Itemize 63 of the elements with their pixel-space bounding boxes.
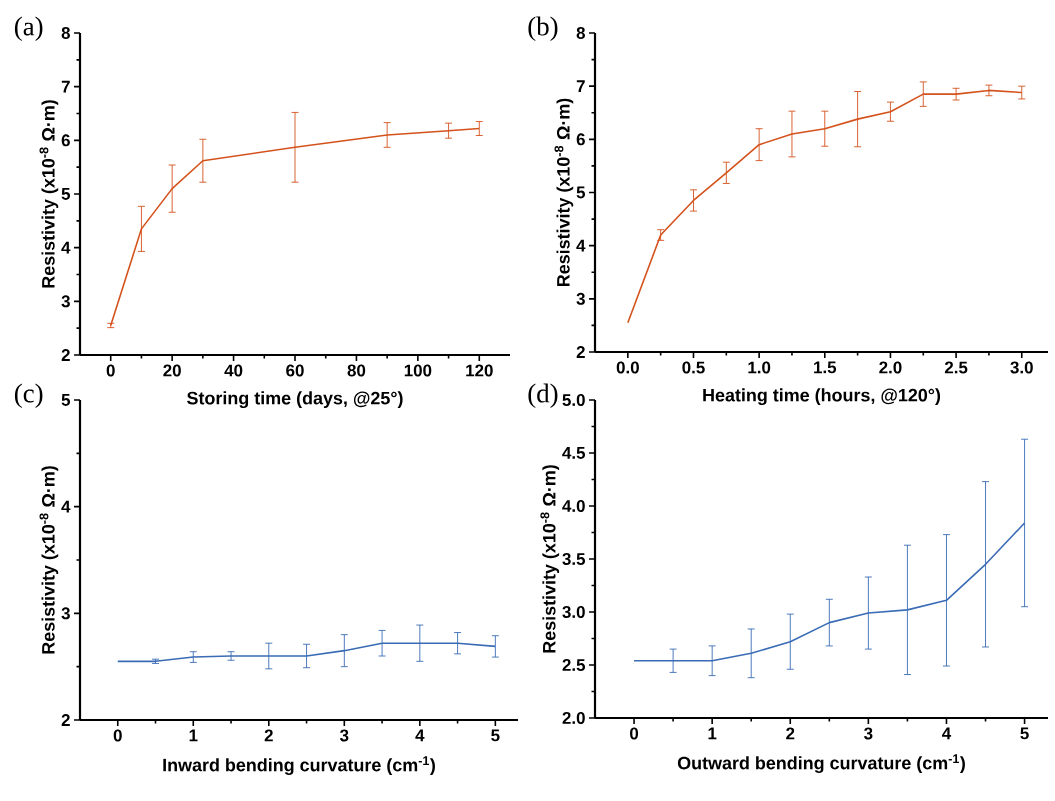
y-tick-label: 2.0	[562, 712, 585, 724]
chart-title: (a)	[14, 16, 43, 41]
y-tick-label: 2	[576, 346, 585, 358]
y-tick-label: 3.5	[562, 552, 586, 565]
y-tick-label: 2	[61, 349, 70, 361]
y-tick-label: 6	[61, 134, 70, 147]
x-tick-label: 20	[163, 364, 181, 377]
x-tick-label: 4	[415, 729, 425, 742]
chart-title: (c)	[14, 383, 43, 408]
y-axis-title: Resistivity (x10$^{-8}$ Ω·m)	[554, 98, 574, 287]
x-tick-label: 80	[347, 364, 366, 377]
x-tick-label: 1.5	[814, 361, 837, 374]
y-tick-label: 6	[576, 133, 585, 146]
y-tick-label: 7	[61, 80, 70, 93]
y-tick-label: 5	[576, 186, 586, 199]
y-tick-label: 3	[61, 295, 70, 308]
x-tick-label: 2	[264, 729, 273, 742]
y-tick-label: 5	[61, 394, 71, 406]
x-tick-label: 5	[491, 729, 500, 742]
y-tick-label: 4	[61, 500, 71, 513]
y-axis-title: Resistivity (x10$^{-8}$ Ω·m)	[39, 466, 59, 654]
x-tick-label: 4	[942, 727, 952, 740]
x-tick-label: 1.0	[748, 361, 771, 374]
y-axis-title: Resistivity (x10$^{-8}$ Ω·m)	[39, 100, 59, 288]
x-tick-label: 120	[466, 364, 493, 377]
y-axis-title: Resistivity (x10$^{-8}$ Ω·m)	[540, 465, 560, 653]
y-tick-label: 4	[576, 239, 586, 252]
x-tick-label: 0	[113, 729, 122, 742]
x-tick-label: 1	[189, 729, 198, 742]
x-tick-label: 60	[286, 364, 304, 377]
x-tick-label: 0	[630, 727, 639, 740]
x-tick-label: 2.0	[879, 361, 902, 374]
x-tick-label: 0	[106, 364, 115, 377]
y-tick-label: 2.5	[562, 659, 586, 671]
x-axis-title: Outward bending curvature (cm$^{-1}$)	[677, 754, 965, 773]
y-tick-label: 3	[61, 607, 70, 620]
x-axis-title: Inward bending curvature (cm$^{-1}$)	[163, 756, 435, 775]
y-tick-label: 8	[61, 27, 70, 39]
x-tick-label: 3	[864, 727, 873, 740]
x-tick-label: 2.5	[944, 361, 968, 374]
y-tick-label: 4	[61, 241, 71, 254]
x-tick-label: 100	[404, 364, 432, 377]
y-tick-label: 4.5	[562, 447, 586, 459]
y-tick-label: 4.0	[562, 500, 585, 512]
x-tick-label: 2	[786, 727, 795, 740]
y-tick-label: 7	[576, 80, 585, 92]
x-tick-label: 0.0	[616, 361, 639, 374]
y-tick-label: 3	[576, 292, 585, 305]
x-tick-label: 0.5	[682, 361, 705, 374]
y-tick-label: 8	[576, 27, 585, 39]
x-tick-label: 3	[339, 729, 349, 742]
x-tick-label: 5	[1020, 727, 1029, 740]
x-tick-label: 1	[708, 727, 717, 740]
y-tick-label: 5	[61, 188, 71, 200]
y-tick-label: 5.0	[562, 394, 585, 406]
chart-title: (b)	[528, 16, 558, 41]
chart-title: (d)	[528, 383, 558, 408]
x-tick-label: 40	[224, 364, 243, 377]
x-axis-title: Storing time (days, @25°)	[187, 391, 403, 409]
x-tick-label: 3.0	[1010, 361, 1033, 374]
y-tick-label: 3.0	[562, 605, 585, 619]
y-tick-label: 2	[61, 714, 70, 726]
x-axis-title: Heating time (hours, @120°)	[703, 388, 941, 406]
